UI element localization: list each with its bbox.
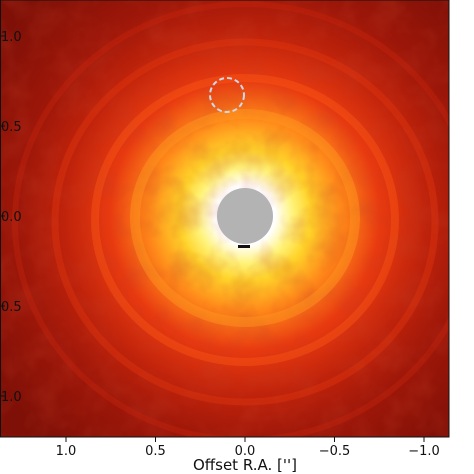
candidate-marker-circle bbox=[209, 77, 245, 113]
y-tick-label: 0.0 bbox=[1, 210, 22, 225]
y-tick-label: 0.5 bbox=[1, 300, 22, 315]
y-tick-label: 1.0 bbox=[1, 390, 22, 405]
y-tick-label: 1.0 bbox=[1, 30, 22, 45]
x-tick-label: −1.0 bbox=[408, 444, 440, 459]
axes-frame bbox=[0, 0, 450, 438]
plot-area bbox=[0, 0, 449, 437]
y-axis-ticks: 1.0 0.5 0.0 0.5 1.0 bbox=[0, 30, 22, 405]
x-tick-label: 0.5 bbox=[145, 444, 166, 459]
x-tick-label: −0.5 bbox=[319, 444, 351, 459]
mask-notch bbox=[238, 245, 250, 248]
y-tick-label: 0.5 bbox=[1, 120, 22, 135]
ring-structure bbox=[12, 1, 449, 437]
x-axis-ticks: 1.0 0.5 0.0 −0.5 −1.0 bbox=[56, 437, 440, 459]
x-tick-label: 1.0 bbox=[56, 444, 77, 459]
coronagraph-mask bbox=[217, 188, 273, 244]
x-tick-label: 0.0 bbox=[235, 444, 256, 459]
x-axis-label: Offset R.A. [''] bbox=[193, 456, 297, 474]
